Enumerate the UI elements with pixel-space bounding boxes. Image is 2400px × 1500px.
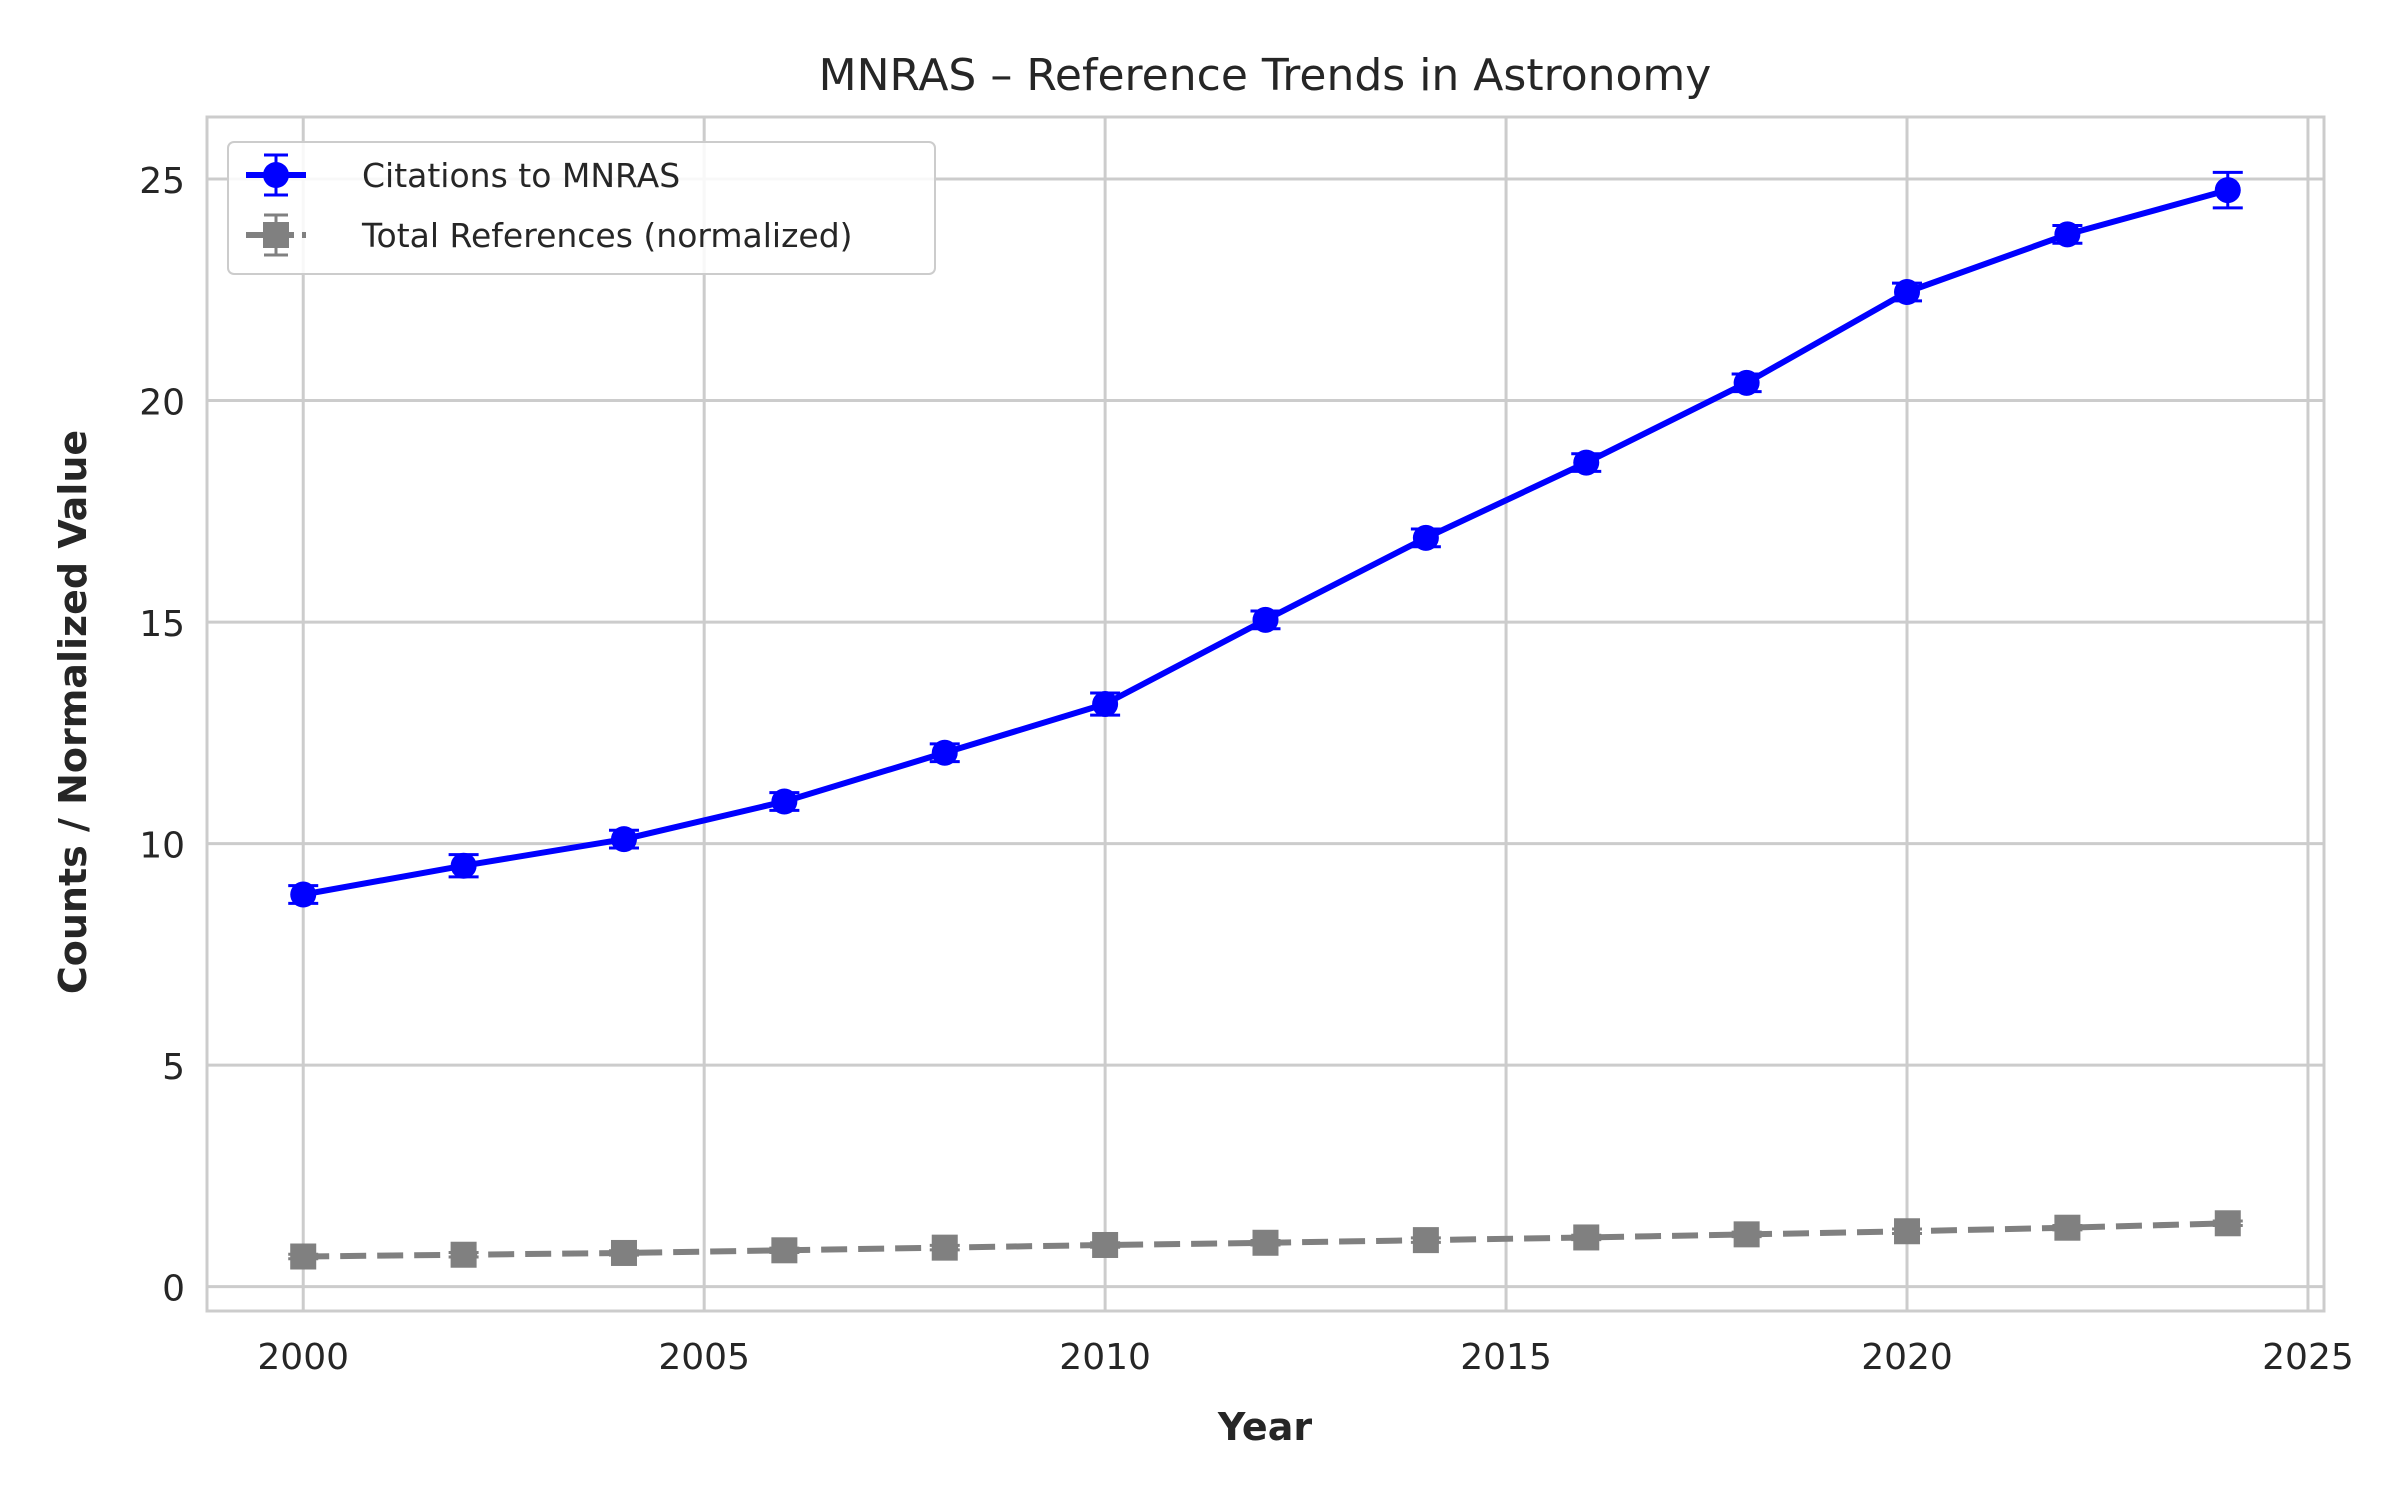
data-point — [2214, 177, 2241, 204]
y-tick-label: 25 — [139, 161, 185, 202]
y-axis-label: Counts / Normalized Value — [51, 430, 95, 994]
legend-marker — [263, 222, 289, 248]
x-tick-label: 2015 — [1460, 1337, 1552, 1378]
data-point — [1252, 606, 1279, 633]
series-1 — [288, 170, 2243, 908]
x-axis-label: Year — [1217, 1405, 1312, 1449]
x-tick-label: 2020 — [1861, 1337, 1953, 1378]
data-point — [2214, 1210, 2241, 1237]
data-point — [610, 826, 637, 853]
legend-marker — [263, 162, 289, 188]
y-tick-label: 5 — [162, 1047, 185, 1088]
data-point — [1092, 1231, 1119, 1258]
data-point — [610, 1239, 637, 1266]
data-point — [931, 739, 958, 766]
data-point — [2054, 221, 2081, 248]
data-point — [450, 852, 477, 879]
y-tick-label: 20 — [139, 383, 185, 424]
x-tick-label: 2025 — [2262, 1337, 2354, 1378]
data-point — [931, 1234, 958, 1261]
data-point — [771, 1237, 798, 1264]
grid — [207, 117, 2324, 1311]
x-tick-label: 2010 — [1059, 1337, 1151, 1378]
y-tick-label: 10 — [139, 826, 185, 867]
y-tick-label: 15 — [139, 604, 185, 645]
x-tick-labels: 2000 2005 2010 2015 2020 2025 — [257, 1337, 2353, 1378]
data-point — [290, 1243, 317, 1270]
data-point — [1573, 1224, 1600, 1251]
data-point — [1894, 1218, 1921, 1245]
legend-box — [227, 141, 936, 275]
data-point — [290, 881, 317, 908]
chart-title: MNRAS – Reference Trends in Astronomy — [819, 50, 1712, 101]
data-point — [2054, 1214, 2081, 1241]
data-point — [1733, 1221, 1760, 1248]
data-point — [771, 788, 798, 815]
data-point — [1733, 369, 1760, 396]
series-2 — [288, 1210, 2243, 1270]
legend: Citations to MNRAS Total References (norm… — [227, 141, 936, 275]
legend-item: Total References (normalized) — [246, 213, 853, 257]
y-tick-label: 0 — [162, 1269, 185, 1310]
data-point — [1894, 279, 1921, 306]
data-point — [1092, 691, 1119, 718]
legend-label: Total References (normalized) — [361, 216, 853, 255]
series-layer — [288, 170, 2243, 1270]
x-tick-label: 2000 — [257, 1337, 349, 1378]
data-point — [450, 1241, 477, 1268]
y-tick-labels: 0 5 10 15 20 25 — [139, 161, 185, 1310]
legend-item: Citations to MNRAS — [246, 153, 680, 197]
data-point — [1573, 449, 1600, 476]
data-point — [1252, 1229, 1279, 1256]
x-tick-label: 2005 — [658, 1337, 750, 1378]
data-point — [1412, 524, 1439, 551]
legend-label: Citations to MNRAS — [362, 156, 680, 195]
data-point — [1412, 1227, 1439, 1254]
plot-frame — [205, 115, 2326, 1313]
